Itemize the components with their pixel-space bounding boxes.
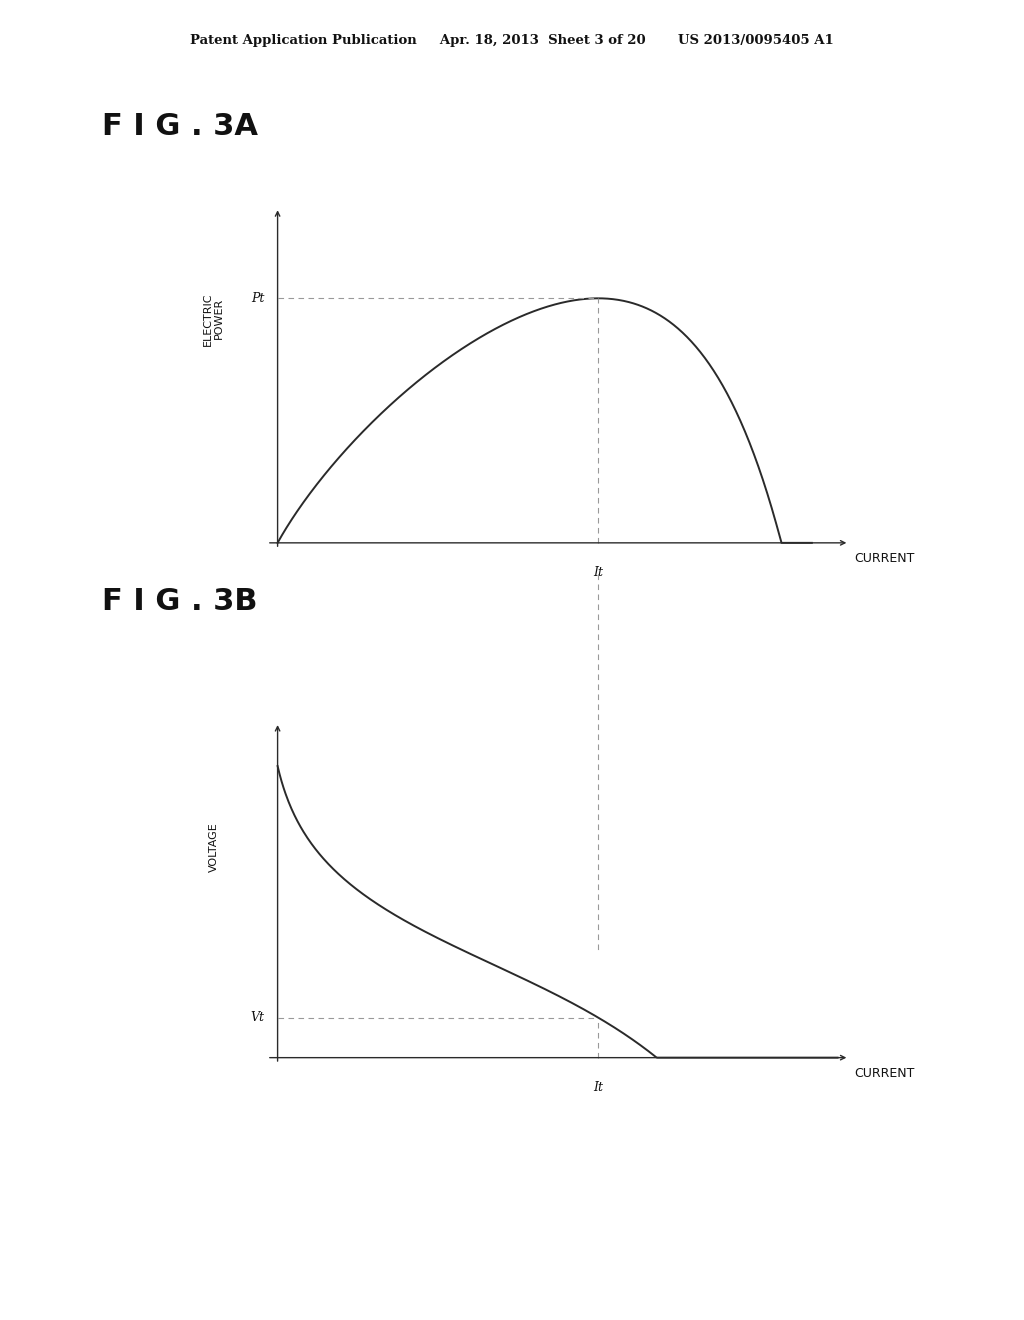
Text: Patent Application Publication     Apr. 18, 2013  Sheet 3 of 20       US 2013/00: Patent Application Publication Apr. 18, … bbox=[190, 34, 834, 48]
Text: CURRENT: CURRENT bbox=[855, 552, 915, 565]
Text: It: It bbox=[593, 1081, 603, 1094]
Text: F I G . 3A: F I G . 3A bbox=[102, 112, 258, 141]
Text: It: It bbox=[593, 566, 603, 579]
Text: CURRENT: CURRENT bbox=[855, 1067, 915, 1080]
Text: Vt: Vt bbox=[250, 1011, 264, 1024]
Text: ELECTRIC
POWER: ELECTRIC POWER bbox=[203, 292, 224, 346]
Text: VOLTAGE: VOLTAGE bbox=[209, 822, 218, 873]
Text: F I G . 3B: F I G . 3B bbox=[102, 587, 258, 616]
Text: Pt: Pt bbox=[251, 292, 264, 305]
